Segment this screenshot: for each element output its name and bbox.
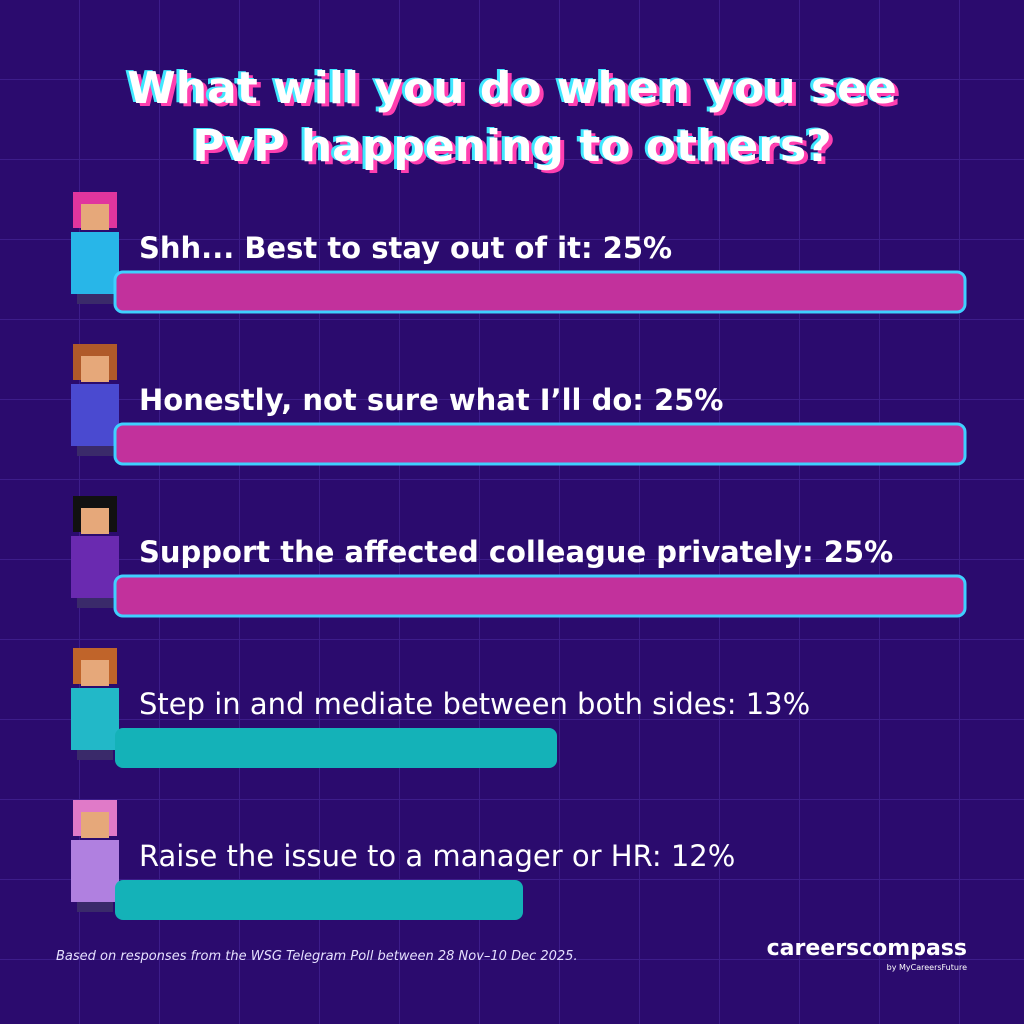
brand-sub: by MyCareersFuture — [887, 963, 967, 972]
brand: careerscompass — [767, 936, 967, 961]
bar — [115, 728, 557, 768]
character-body — [71, 384, 119, 446]
bar — [115, 880, 523, 920]
bar-label: Step in and mediate between both sides: … — [139, 687, 810, 721]
character-face — [81, 508, 109, 534]
title-shadow: PvP happening to others? — [196, 124, 835, 175]
title-line: What will you do when you see — [127, 63, 897, 114]
character-body — [71, 688, 119, 750]
character-feet — [77, 294, 113, 304]
bar — [113, 574, 967, 618]
title-shadow: What will you do when you see — [124, 62, 894, 113]
character-face — [81, 812, 109, 838]
character-feet — [77, 446, 113, 456]
title-shadow: PvP happening to others? — [189, 120, 828, 171]
bar — [113, 270, 967, 314]
bar-label: Honestly, not sure what I’ll do: 25% — [139, 383, 723, 417]
character-feet — [77, 750, 113, 760]
character-feet — [77, 598, 113, 608]
title-shadow: What will you do when you see — [131, 66, 901, 117]
character-body — [71, 232, 119, 294]
character-body — [71, 840, 119, 902]
character-face — [81, 660, 109, 686]
bar-label: Shh... Best to stay out of it: 25% — [139, 231, 672, 265]
character-face — [81, 204, 109, 230]
bars: Shh... Best to stay out of it: 25% Honest… — [113, 231, 967, 920]
character-face — [81, 356, 109, 382]
title-line: PvP happening to others? — [192, 121, 831, 172]
footnote: Based on responses from the WSG Telegram… — [56, 949, 578, 964]
character-body — [71, 536, 119, 598]
bar-label: Raise the issue to a manager or HR: 12% — [139, 839, 735, 873]
bar — [113, 422, 967, 466]
character-feet — [77, 902, 113, 912]
characters — [71, 192, 119, 912]
bar-label: Support the affected colleague privately… — [139, 535, 893, 569]
